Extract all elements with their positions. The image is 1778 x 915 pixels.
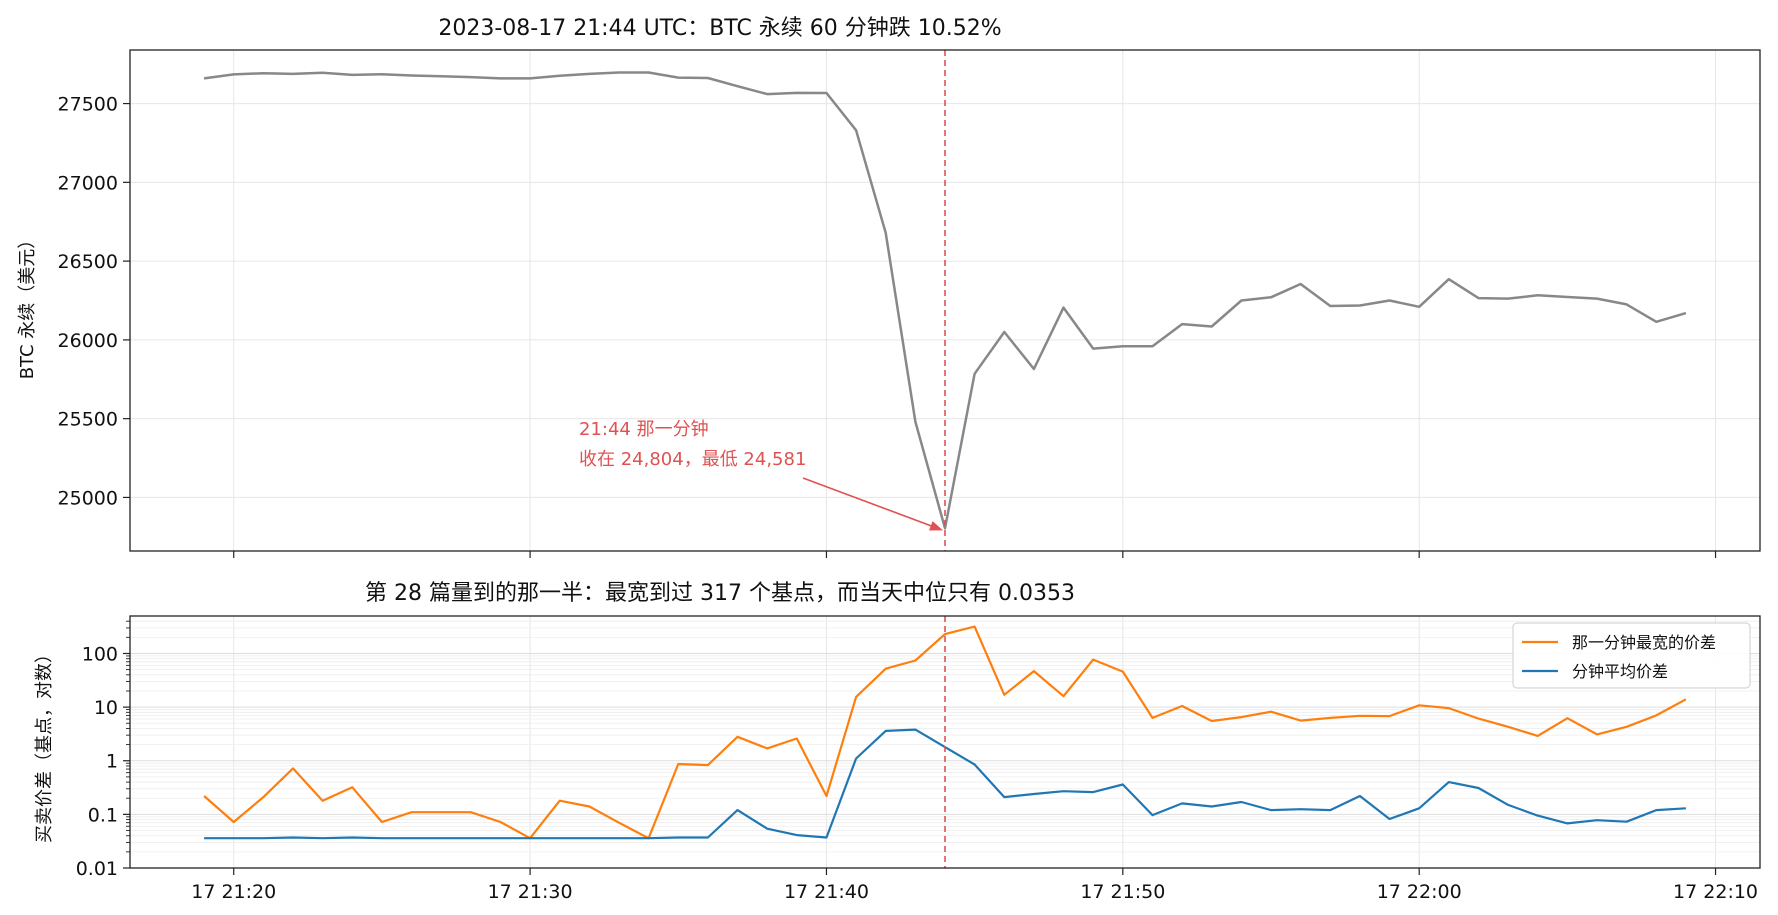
price-chart-panel: 2023-08-17 21:44 UTC：BTC 永续 60 分钟跌 10.52…	[17, 16, 1761, 558]
spread-y-axis-label: 买卖价差（基点，对数）	[34, 645, 55, 843]
price-chart-title: 2023-08-17 21:44 UTC：BTC 永续 60 分钟跌 10.52…	[438, 16, 1001, 41]
spread-y-tick-label: 0.1	[88, 804, 118, 826]
spread-y-tick-label: 100	[82, 643, 118, 665]
price-marks	[203, 50, 1687, 551]
price-y-tick-label: 27000	[58, 172, 118, 194]
legend: 那一分钟最宽的价差 分钟平均价差	[1512, 622, 1751, 689]
spread-plot-frame	[129, 615, 1761, 869]
spread-y-tick-label: 1	[106, 751, 118, 773]
legend-label-widest-spread: 那一分钟最宽的价差	[1572, 633, 1716, 652]
price-y-tick-label: 25000	[58, 487, 118, 509]
price-y-tick-label: 26000	[58, 330, 118, 352]
spread-x-tick-label: 17 21:30	[488, 881, 573, 903]
spread-ticks: 17 21:20 17 21:30 17 21:40 17 21:50 17 22:00…	[76, 620, 1758, 903]
spread-marks	[203, 616, 1687, 868]
legend-box	[1512, 622, 1751, 689]
spread-y-tick-label: 10	[94, 697, 118, 719]
price-y-tick-label: 26500	[58, 251, 118, 273]
annotation-line-1: 21:44 那一分钟	[579, 419, 709, 440]
annotation-arrow-head	[929, 521, 943, 531]
spread-x-tick-label: 17 21:40	[784, 881, 869, 903]
spread-chart-panel: 第 28 篇量到的那一半：最宽到过 317 个基点，而当天中位只有 0.0353…	[34, 581, 1761, 903]
price-series-line	[203, 71, 1687, 530]
spread-x-tick-label: 17 21:50	[1080, 881, 1165, 903]
spread-x-tick-label: 17 22:10	[1673, 881, 1758, 903]
price-annotation: 21:44 那一分钟 收在 24,804，最低 24,581	[579, 419, 943, 531]
legend-label-mean-spread: 分钟平均价差	[1572, 662, 1668, 681]
spread-chart-title: 第 28 篇量到的那一半：最宽到过 317 个基点，而当天中位只有 0.0353	[365, 581, 1075, 606]
spread-x-tick-label: 17 22:00	[1377, 881, 1462, 903]
price-plot-frame	[129, 49, 1761, 552]
price-y-tick-label: 27500	[58, 94, 118, 116]
annotation-line-2: 收在 24,804，最低 24,581	[579, 449, 806, 470]
price-ticks: 25000 25500 26000 26500 27000 27500	[58, 94, 1717, 558]
widest-spread-line	[203, 625, 1687, 840]
spread-y-tick-label: 0.01	[76, 858, 118, 880]
spread-x-tick-label: 17 21:20	[191, 881, 276, 903]
price-y-axis-label: BTC 永续（美元）	[17, 231, 38, 380]
price-grid	[130, 50, 1760, 551]
annotation-arrow-shaft	[802, 477, 935, 528]
price-y-tick-label: 25500	[58, 409, 118, 431]
